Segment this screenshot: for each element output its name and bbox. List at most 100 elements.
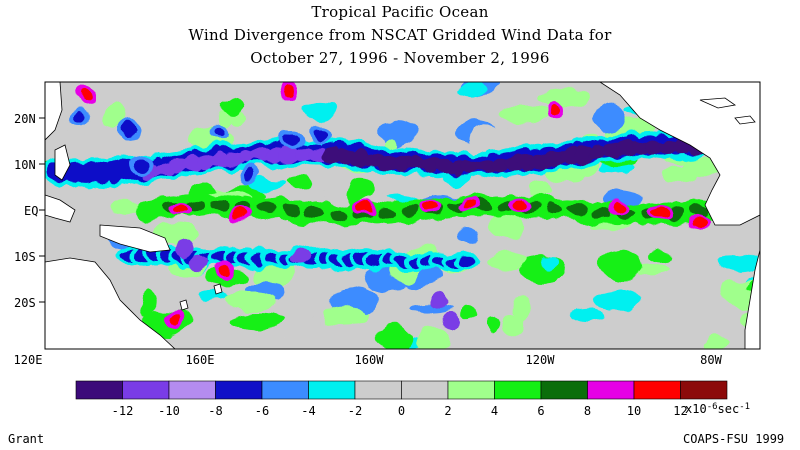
field-blob [252,178,285,190]
lon-label-160e: 160E [185,353,215,367]
field-blob [593,206,611,219]
colorbar [75,380,728,400]
colorbar-swatch [540,380,588,400]
field-blob [173,205,187,215]
field-blob [366,112,393,124]
colorbar-swatch [308,380,356,400]
land-new-guinea [99,224,171,253]
field-blob [170,314,180,326]
field-blob [598,250,643,281]
field-blob [513,200,527,210]
field-blob [104,104,125,130]
field-blob [303,100,337,122]
divergence-field [45,82,760,349]
field-blob [545,202,563,215]
field-blob [423,202,437,212]
lat-label-20s: 20S [14,296,36,310]
colorbar-tick-label: 8 [583,404,592,418]
field-blob [322,306,367,326]
colorbar-tick-label: -4 [301,404,316,418]
colorbar-tick-label: 4 [490,404,499,418]
lon-label-80w: 80W [700,353,722,367]
colorbar-tick-label: 12 [673,404,688,418]
colorbar-unit: x10-6sec-1 [685,402,750,416]
field-blob [469,126,496,155]
field-blob [644,140,664,155]
unit-exponent-1: -6 [706,402,718,412]
field-blob [377,206,395,219]
field-blob [719,251,760,273]
land-island [213,283,223,295]
field-blob [416,327,451,349]
field-blob [591,170,619,183]
field-blob [266,147,286,162]
field-blob [176,240,194,256]
field-blob [653,207,667,217]
field-blob [221,98,242,115]
lon-label-160w: 160W [354,353,384,367]
field-blob [244,169,256,181]
colorbar-swatch [587,380,635,400]
lat-label-eq: EQ [24,204,39,218]
field-blob [401,205,419,218]
colorbar-swatch [494,380,542,400]
colorbar-swatch [447,380,495,400]
colorbar-tick-label: -8 [208,404,223,418]
field-blob [220,264,230,276]
unit-base: x10 [685,402,707,416]
field-blob [225,291,277,312]
colorbar-swatch [75,380,123,400]
field-blob [124,124,136,136]
colorbar-swatch [122,380,170,400]
colorbar-swatch [261,380,309,400]
field-blob [463,200,477,210]
field-blob [512,296,529,324]
field-blob [699,333,731,349]
axis-ticks [39,117,45,303]
land-caribbean-island [734,115,756,125]
field-blob [315,188,348,199]
field-blob [280,147,300,162]
land-south-america-coast [744,249,760,349]
field-blob [197,291,229,302]
unit-mid: sec [717,402,740,416]
field-blob [230,112,248,125]
field-blob [285,176,314,189]
field-blob [292,318,324,337]
footer-credit: COAPS-FSU 1999 [683,432,785,446]
field-blob [285,84,295,96]
map-frame [44,81,761,350]
field-blob [346,85,379,108]
field-blob [689,204,707,217]
colorbar-swatch [680,380,728,400]
field-blob [134,159,146,171]
colorbar-tick-label: -10 [158,404,180,418]
field-blob [483,316,501,332]
lat-label-20n: 20N [14,112,36,126]
field-blob [376,322,412,349]
colorbar-tick-label: 10 [626,404,642,418]
field-blob [486,252,531,270]
land-americas [560,82,760,226]
lon-label-120w: 120W [525,353,555,367]
field-blob [540,256,558,270]
land-australia [45,257,176,349]
field-blob [281,204,299,217]
colorbar-swatch [168,380,216,400]
field-blob [291,248,309,264]
field-blob [457,226,477,242]
colorbar-tick-label: -2 [347,404,363,418]
colorbar-tick-label: 2 [444,404,452,418]
field-blob [434,159,454,174]
field-blob [209,200,227,213]
field-blob [441,312,459,328]
field-blob [138,290,156,316]
land-masses [45,82,760,349]
field-blob [550,104,560,116]
field-blob [284,134,296,146]
colorbar-tick-label: -6 [254,404,270,418]
colorbar-swatch [215,380,263,400]
field-blob [74,112,86,124]
field-blob [540,88,587,107]
